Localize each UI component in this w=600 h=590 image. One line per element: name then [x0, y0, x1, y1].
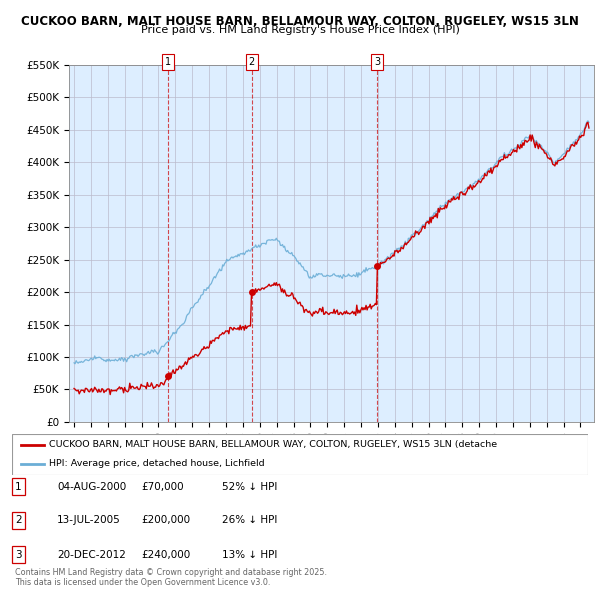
Text: CUCKOO BARN, MALT HOUSE BARN, BELLAMOUR WAY, COLTON, RUGELEY, WS15 3LN: CUCKOO BARN, MALT HOUSE BARN, BELLAMOUR …	[21, 15, 579, 28]
Text: Contains HM Land Registry data © Crown copyright and database right 2025.
This d: Contains HM Land Registry data © Crown c…	[15, 568, 327, 587]
Text: 20-DEC-2012: 20-DEC-2012	[57, 550, 126, 559]
Text: 2: 2	[248, 57, 255, 67]
Text: 1: 1	[15, 482, 22, 491]
Text: 2: 2	[15, 516, 22, 525]
Text: 3: 3	[15, 550, 22, 559]
Text: 1: 1	[166, 57, 172, 67]
Text: HPI: Average price, detached house, Lichfield: HPI: Average price, detached house, Lich…	[49, 459, 265, 468]
Text: 04-AUG-2000: 04-AUG-2000	[57, 482, 126, 491]
Text: CUCKOO BARN, MALT HOUSE BARN, BELLAMOUR WAY, COLTON, RUGELEY, WS15 3LN (detache: CUCKOO BARN, MALT HOUSE BARN, BELLAMOUR …	[49, 440, 497, 450]
Text: £200,000: £200,000	[141, 516, 190, 525]
Text: £240,000: £240,000	[141, 550, 190, 559]
Text: Price paid vs. HM Land Registry's House Price Index (HPI): Price paid vs. HM Land Registry's House …	[140, 25, 460, 35]
Text: £70,000: £70,000	[141, 482, 184, 491]
Text: 26% ↓ HPI: 26% ↓ HPI	[222, 516, 277, 525]
Text: 52% ↓ HPI: 52% ↓ HPI	[222, 482, 277, 491]
Text: 13% ↓ HPI: 13% ↓ HPI	[222, 550, 277, 559]
Text: 3: 3	[374, 57, 380, 67]
Text: 13-JUL-2005: 13-JUL-2005	[57, 516, 121, 525]
